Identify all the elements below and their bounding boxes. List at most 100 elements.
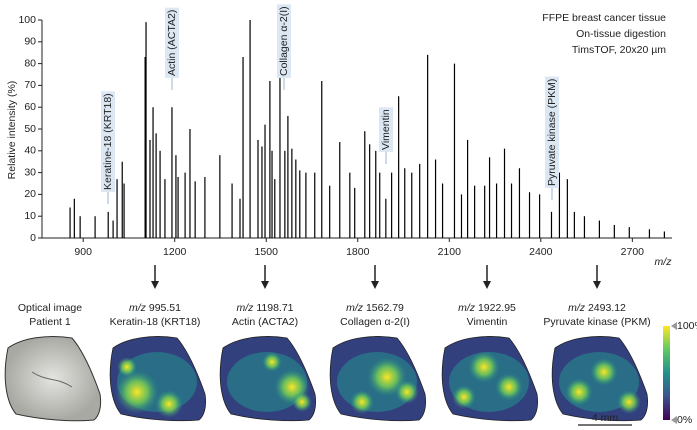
panel-mz: m/z 995.51	[129, 302, 181, 314]
annotation: Actin (ACTA2)	[165, 7, 179, 78]
arrow-head	[371, 281, 379, 289]
annotation-box	[277, 4, 291, 78]
annotation: Vimentin	[379, 107, 393, 152]
optical-image	[4, 335, 102, 422]
ion-hotspot	[395, 380, 419, 404]
panel-title: Patient 1	[29, 316, 71, 328]
colorbar	[663, 326, 670, 420]
arrow-head	[151, 281, 159, 289]
y-tick-label: 100	[18, 14, 36, 26]
ion-hotspot	[262, 352, 282, 372]
annotation-text: Actin (ACTA2)	[166, 10, 178, 76]
arrow-head	[261, 281, 269, 289]
panel-mz: m/z 1922.95	[458, 302, 516, 314]
colorbar-pointer	[671, 416, 677, 424]
y-tick-label: 90	[24, 36, 36, 48]
x-tick-label: 1200	[163, 246, 187, 258]
y-tick-label: 40	[24, 145, 36, 157]
ion-image-fill	[442, 336, 538, 421]
annotation-box	[379, 107, 393, 152]
annotation-text: Vimentin	[380, 109, 392, 150]
x-tick-label: 2700	[621, 246, 645, 258]
panel-title: Optical image	[18, 302, 82, 314]
y-tick-label: 60	[24, 101, 36, 113]
x-tick-label: 2100	[438, 246, 462, 258]
tissue-fold	[31, 371, 73, 388]
y-axis-label: Relative intensity (%)	[6, 81, 18, 180]
panel-mz: m/z 1198.71	[236, 302, 293, 314]
annotation: Pyruvate kinase (PKM)	[545, 76, 559, 188]
y-tick-label: 0	[30, 232, 36, 244]
mz-value: 2493.12	[588, 302, 626, 314]
mz-prefix: m/z	[346, 302, 364, 314]
ion-image-fill	[330, 336, 426, 421]
x-tick-label: 900	[74, 246, 92, 258]
panel-name: Vimentin	[467, 316, 508, 328]
x-tick-label: 1800	[346, 246, 370, 258]
x-axis-label: m/z	[655, 256, 673, 268]
colorbar-label: 100%	[677, 320, 697, 332]
ion-hotspot	[590, 358, 618, 386]
panel-name: Pyruvate kinase (PKM)	[543, 316, 650, 328]
colorbar-pointer	[671, 322, 677, 330]
panel-mz: m/z 1562.79	[346, 302, 404, 314]
info-text: On-tissue digestion	[576, 28, 666, 40]
annotation-text: Pyruvate kinase (PKM)	[546, 79, 558, 186]
ion-image-fill	[220, 336, 316, 421]
arrow-head	[593, 281, 601, 289]
ion-hotspot	[292, 392, 312, 412]
annotation-text: Keratine-18 (KRT18)	[102, 93, 114, 190]
ion-hotspot	[565, 378, 593, 406]
y-tick-label: 70	[24, 79, 36, 91]
scale-bar-label: 4 mm	[592, 412, 619, 424]
ion-image	[551, 335, 649, 422]
y-tick-label: 10	[24, 210, 36, 222]
ion-hotspot	[617, 390, 641, 414]
mz-value: 1562.79	[366, 302, 404, 314]
annotation-text: Collagen α-2(I)	[278, 6, 290, 76]
panel-name: Actin (ACTA2)	[232, 316, 298, 328]
y-tick-label: 80	[24, 57, 36, 69]
mz-value: 1198.71	[256, 302, 293, 314]
ion-hotspot	[155, 390, 183, 418]
panel-mz: m/z 2493.12	[568, 302, 626, 314]
ion-image	[441, 335, 539, 422]
annotation-box	[165, 7, 179, 78]
ion-hotspot	[350, 390, 374, 414]
ion-hotspot	[117, 357, 137, 377]
ion-hotspot	[495, 373, 523, 401]
y-tick-label: 20	[24, 188, 36, 200]
panel-name: Keratin-18 (KRT18)	[110, 316, 201, 328]
annotation: Collagen α-2(I)	[277, 4, 291, 78]
mz-prefix: m/z	[568, 302, 586, 314]
colorbar-label: 0%	[677, 414, 692, 426]
mz-prefix: m/z	[458, 302, 476, 314]
ion-image	[109, 335, 207, 422]
ion-hotspot	[115, 370, 159, 414]
info-text: FFPE breast cancer tissue	[542, 12, 666, 24]
tissue-shape	[4, 335, 102, 422]
y-tick-label: 50	[24, 123, 36, 135]
mz-prefix: m/z	[129, 302, 147, 314]
mz-prefix: m/z	[236, 302, 254, 314]
annotation: Keratine-18 (KRT18)	[101, 91, 115, 192]
ion-image	[219, 335, 317, 422]
mz-value: 1922.95	[478, 302, 516, 314]
spectrum: Relative intensity (%) m/z 0 10 20 30 40 50 60…	[6, 4, 673, 268]
y-tick-label: 30	[24, 166, 36, 178]
ion-image	[329, 335, 427, 422]
annotation-box	[101, 91, 115, 192]
ion-image-fill	[110, 336, 206, 421]
panel-name: Collagen α-2(I)	[340, 316, 410, 328]
mz-value: 995.51	[149, 302, 181, 314]
x-tick-label: 1500	[255, 246, 279, 258]
x-tick-label: 2400	[529, 246, 553, 258]
ion-hotspot	[452, 385, 476, 409]
ion-image-fill	[552, 336, 648, 421]
ion-hotspot	[468, 351, 500, 383]
info-text: TimsTOF, 20x20 µm	[572, 44, 666, 56]
image-panels: Optical image Patient 1 m/z 995.51 Keratin-…	[4, 265, 697, 426]
annotation-box	[545, 76, 559, 188]
arrow-head	[483, 281, 491, 289]
